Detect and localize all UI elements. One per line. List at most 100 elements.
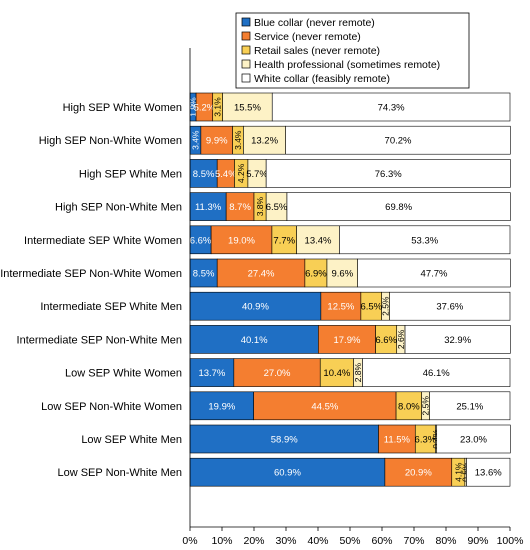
data-label: 40.9% (242, 302, 269, 313)
data-label: 70.2% (385, 136, 412, 147)
data-label: 3.4% (190, 130, 200, 150)
bar-segment (271, 92, 511, 122)
data-label: 12.5% (327, 302, 354, 313)
x-tick-label: 10% (211, 535, 232, 547)
legend-swatch (241, 73, 251, 83)
data-label: 4.2% (236, 163, 246, 183)
bar-segment (225, 192, 255, 221)
data-label: 4.1% (453, 462, 463, 482)
bar-segment (429, 391, 511, 421)
bar-segment (253, 391, 397, 421)
x-tick-label: 70% (403, 535, 424, 547)
legend-swatch (241, 59, 251, 69)
category-label: High SEP White Men (79, 168, 182, 180)
bar-segment (318, 325, 376, 354)
legend-label: Health professional (sometimes remote) (254, 59, 440, 71)
category-label: High SEP Non-White Men (55, 202, 182, 214)
data-label: 5.2% (194, 103, 216, 114)
data-label: 6.5% (266, 202, 288, 213)
bar-segment (285, 125, 511, 155)
data-label: 44.5% (311, 401, 338, 412)
bar-segment (243, 125, 286, 155)
category-label: Intermediate SEP Non-White Women (0, 268, 182, 280)
data-label: 0.4% (431, 429, 441, 449)
data-label: 2.8% (353, 362, 363, 382)
x-tick-label: 20% (243, 535, 264, 547)
bar-segment (286, 192, 511, 221)
data-label: 74.3% (378, 103, 405, 114)
bar-segment (362, 358, 511, 387)
data-label: 27.4% (248, 269, 275, 280)
data-label: 11.5% (384, 435, 411, 446)
category-labels: High SEP White Women High SEP Non-White W… (0, 102, 182, 479)
bar-segment (404, 325, 511, 354)
bar-segment (200, 125, 233, 155)
data-label: 69.8% (385, 202, 412, 213)
data-label: 3.8% (255, 196, 265, 216)
data-label: 17.9% (333, 335, 360, 346)
data-label: 19.9% (208, 401, 235, 412)
data-label: 8.5% (193, 169, 215, 180)
x-tick-label: 80% (435, 535, 456, 547)
x-axis: 0% 10% 20% 30% 40% 50% 60% 70% 80% 90% 100% (182, 48, 523, 547)
bar-segment (189, 325, 319, 354)
data-label: 9.6% (331, 269, 353, 280)
x-tick-label: 100% (497, 535, 524, 547)
legend-label: Service (never remote) (254, 31, 361, 43)
bar-segment (296, 225, 340, 255)
category-label: Low SEP White Men (81, 434, 182, 446)
data-label: 3.4% (233, 130, 243, 150)
bar-segment (271, 225, 297, 255)
data-label: 2.5% (421, 396, 431, 416)
data-label: 40.1% (241, 335, 268, 346)
category-label: Low SEP Non-White Women (41, 401, 182, 413)
x-tick-label: 60% (371, 535, 392, 547)
data-label: 9.9% (206, 136, 228, 147)
data-label: 11.3% (195, 202, 222, 213)
data-label: 0.5% (461, 462, 471, 482)
bar-segment (216, 258, 306, 288)
bar-segment (189, 258, 218, 288)
bar-segment (210, 225, 273, 255)
legend-swatch (241, 17, 251, 27)
bar-segment (320, 291, 362, 321)
bar-segment (189, 291, 322, 321)
category-label: High SEP White Women (63, 102, 182, 114)
data-label: 2.5% (381, 296, 391, 316)
data-label: 6.6% (190, 235, 212, 246)
x-tick-label: 30% (275, 535, 296, 547)
data-label: 13.6% (475, 468, 502, 479)
bar-segment (357, 258, 511, 288)
data-label: 46.1% (423, 368, 450, 379)
data-label: 15.5% (234, 103, 261, 114)
bar-segment (265, 159, 511, 188)
bar-segment (319, 358, 354, 387)
data-label: 76.3% (375, 169, 402, 180)
data-label: 6.9% (305, 269, 327, 280)
data-label: 23.0% (460, 435, 487, 446)
data-label: 58.9% (271, 435, 298, 446)
bar-segment (189, 424, 379, 454)
chart-legend: Blue collar (never remote) Service (never… (235, 12, 470, 89)
data-label: 3.1% (213, 97, 223, 117)
data-label: 6.6% (375, 335, 397, 346)
data-label: 1.9% (188, 97, 198, 117)
data-label: 13.7% (198, 368, 225, 379)
category-label: Intermediate SEP Non-White Men (17, 334, 182, 346)
legend-label: White collar (feasibly remote) (254, 73, 390, 85)
legend-swatch (241, 31, 251, 41)
bar-segment (222, 92, 273, 122)
x-tick-label: 40% (307, 535, 328, 547)
category-label: Low SEP White Women (65, 368, 182, 380)
data-label: 20.9% (405, 468, 432, 479)
category-label: Low SEP Non-White Men (57, 467, 182, 479)
bar-segment (378, 424, 416, 454)
bar-segment (339, 225, 511, 255)
bar-area: 1.9%5.2%3.1% 15.5% 74.3% 3.4% 9.9% 3.4% 13.2% 7… (188, 92, 511, 487)
data-label: 32.9% (444, 335, 471, 346)
legend-label: Blue collar (never remote) (254, 17, 375, 29)
bar-segment (189, 159, 218, 188)
data-label: 8.7% (229, 202, 251, 213)
data-label: 25.1% (456, 401, 483, 412)
